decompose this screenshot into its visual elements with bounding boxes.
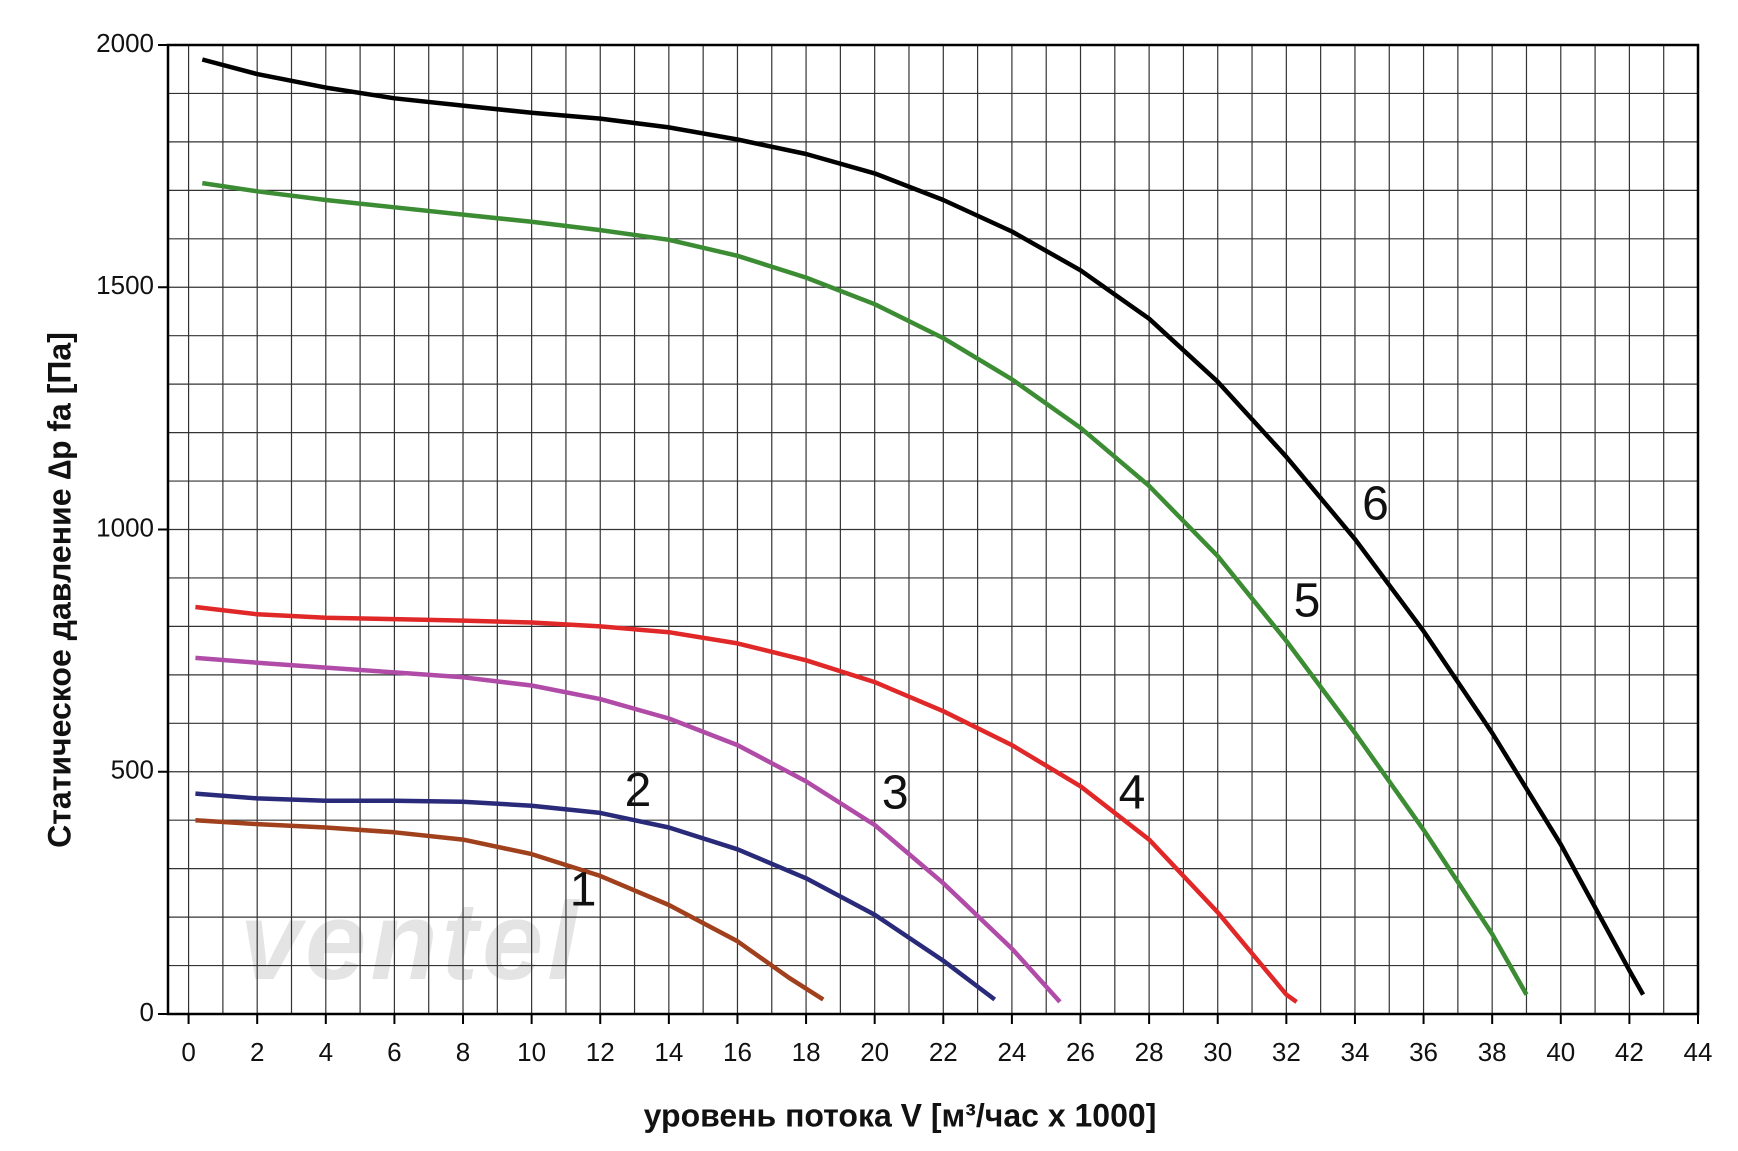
x-tick-label: 10	[517, 1037, 546, 1067]
curve	[195, 817, 825, 1002]
x-tick-label: 40	[1546, 1037, 1575, 1067]
x-tick-label: 28	[1135, 1037, 1164, 1067]
plot-frame	[166, 43, 1700, 1016]
x-tick-label: 8	[456, 1037, 470, 1067]
y-axis-title: Статическое давление ∆p fa [Па]	[41, 332, 77, 848]
curve-label: 6	[1362, 477, 1389, 530]
x-tick-label: 14	[654, 1037, 683, 1067]
x-tick-label: 18	[792, 1037, 821, 1067]
x-tick-label: 6	[387, 1037, 401, 1067]
x-tick-label: 38	[1478, 1037, 1507, 1067]
x-tick-label: 12	[586, 1037, 615, 1067]
curve	[201, 180, 1529, 996]
x-tick-label: 16	[723, 1037, 752, 1067]
y-tick-label: 2000	[96, 28, 154, 58]
curve-label: 1	[570, 864, 597, 917]
curve	[195, 604, 1298, 1004]
y-tick-label: 1000	[96, 512, 154, 542]
y-tick-label: 0	[140, 997, 154, 1027]
x-tick-label: 0	[181, 1037, 195, 1067]
curve-label: 3	[882, 767, 909, 820]
curve-label: 2	[625, 764, 652, 817]
curve	[195, 791, 997, 1002]
y-tick-label: 1500	[96, 270, 154, 300]
x-tick-label: 34	[1340, 1037, 1369, 1067]
curve-label: 4	[1119, 767, 1146, 820]
x-tick-label: 42	[1615, 1037, 1644, 1067]
x-tick-label: 20	[860, 1037, 889, 1067]
curve	[195, 655, 1062, 1004]
curve	[201, 57, 1646, 996]
curve-label: 5	[1294, 574, 1321, 627]
x-tick-label: 30	[1203, 1037, 1232, 1067]
x-tick-label: 22	[929, 1037, 958, 1067]
x-tick-label: 32	[1272, 1037, 1301, 1067]
x-tick-label: 36	[1409, 1037, 1438, 1067]
x-tick-label: 4	[319, 1037, 333, 1067]
x-axis-title: уровень потока V [м³/час x 1000]	[644, 1097, 1157, 1133]
x-tick-label: 26	[1066, 1037, 1095, 1067]
x-tick-label: 2	[250, 1037, 264, 1067]
y-tick-label: 500	[111, 755, 154, 785]
x-tick-label: 24	[997, 1037, 1026, 1067]
x-tick-label: 44	[1684, 1037, 1713, 1067]
watermark: ventel	[240, 880, 582, 1003]
